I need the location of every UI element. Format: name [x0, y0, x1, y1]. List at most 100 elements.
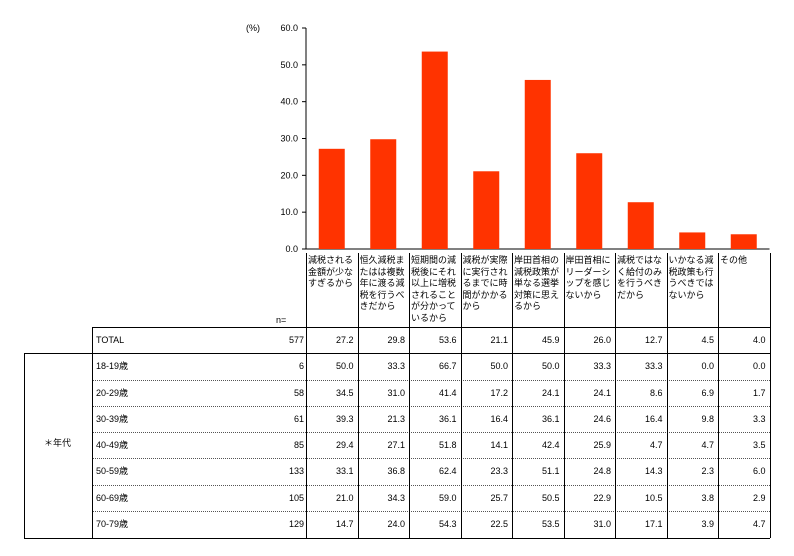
grid-line — [92, 327, 93, 538]
table-cell: 14.7 — [335, 519, 354, 529]
table-cell: 33.1 — [335, 466, 354, 476]
table-cell: 21.0 — [335, 493, 354, 503]
bar — [473, 171, 500, 249]
table-cell: 24.1 — [593, 388, 611, 398]
grid-line — [460, 327, 462, 538]
n-value: 577 — [288, 335, 304, 345]
bar — [730, 234, 757, 249]
row-label: 40-49歳 — [96, 440, 129, 450]
table-cell: 31.0 — [593, 519, 611, 529]
n-value: 58 — [293, 388, 304, 398]
grid-line — [306, 253, 307, 327]
table-cell: 24.8 — [593, 466, 611, 476]
grid-line — [718, 253, 719, 327]
table-cell: 21.1 — [490, 335, 508, 345]
table-cell: 0.0 — [752, 361, 766, 371]
category-header: その他 — [720, 255, 748, 265]
table-cell: 3.3 — [752, 414, 766, 424]
grid-line — [769, 327, 771, 538]
grid-line — [563, 327, 565, 538]
bar — [679, 232, 706, 249]
n-value: 105 — [288, 493, 304, 503]
table-cell: 12.7 — [644, 335, 663, 345]
grid-line — [512, 327, 513, 538]
table-cell: 31.0 — [387, 388, 405, 398]
category-header: 減税が実際に実行されるまでに時間がかかるから — [462, 255, 508, 311]
bar — [318, 148, 345, 249]
table-cell: 4.0 — [752, 335, 766, 345]
table-cell: 4.5 — [701, 335, 714, 345]
n-value: 6 — [298, 361, 304, 371]
category-header: 短期間の減税後にそれ以上に増税されることが分かっているから — [411, 255, 457, 323]
table-cell: 36.1 — [541, 414, 560, 424]
table-cell: 29.8 — [387, 335, 405, 345]
table-cell: 3.5 — [752, 440, 766, 450]
y-tick-label: 60.0 — [280, 23, 298, 33]
table-cell: 26.0 — [593, 335, 611, 345]
table-cell: 3.8 — [701, 493, 714, 503]
table-cell: 27.2 — [335, 335, 354, 345]
y-tick-label: 40.0 — [280, 97, 298, 107]
table-cell: 50.0 — [490, 361, 508, 371]
y-tick-label: 50.0 — [280, 60, 298, 70]
y-tick-label: 10.0 — [280, 207, 298, 217]
row-label: 70-79歳 — [96, 519, 129, 529]
table-cell: 29.4 — [335, 440, 354, 450]
grid-line — [92, 458, 770, 459]
grid-line — [563, 253, 565, 327]
n-header: n= — [276, 315, 287, 325]
row-label: 18-19歳 — [96, 361, 129, 371]
grid-line — [306, 327, 307, 538]
table-cell: 51.8 — [438, 440, 457, 450]
grid-line — [92, 485, 770, 486]
table-cell: 4.7 — [649, 440, 663, 450]
grid-line — [718, 327, 719, 538]
y-axis-unit-label: (%) — [246, 23, 260, 33]
table-cell: 22.5 — [490, 519, 508, 529]
bar — [627, 202, 654, 249]
table-cell: 41.4 — [438, 388, 457, 398]
category-header: 岸田首相の減税政策が単なる選挙対策に思えるから — [514, 255, 560, 311]
grid-line — [460, 253, 462, 327]
table-cell: 59.0 — [438, 493, 457, 503]
table-cell: 53.5 — [541, 519, 560, 529]
table-cell: 50.0 — [541, 361, 560, 371]
table-cell: 33.3 — [644, 361, 663, 371]
group-label: ＊年代 — [44, 438, 72, 448]
y-tick-label: 20.0 — [280, 170, 298, 180]
table-cell: 22.9 — [593, 493, 611, 503]
table-cell: 66.7 — [438, 361, 457, 371]
grid-line — [24, 353, 770, 354]
table-cell: 4.7 — [701, 440, 714, 450]
table-cell: 16.4 — [644, 414, 663, 424]
grid-line — [357, 253, 359, 327]
grid-line — [357, 327, 359, 538]
category-header: 岸田首相にリーダーシップを感じないから — [565, 255, 611, 300]
table-cell: 17.1 — [644, 519, 663, 529]
bar-chart: (%) 60.0 50.0 40.0 30.0 20.0 10.0 0.0 — [246, 23, 770, 254]
table-cell: 21.3 — [387, 414, 405, 424]
table-cell: 51.1 — [541, 466, 560, 476]
n-value: 133 — [288, 466, 304, 476]
table-cell: 42.4 — [541, 440, 560, 450]
table-cell: 9.8 — [701, 414, 714, 424]
table-cell: 36.1 — [438, 414, 457, 424]
grid-line — [409, 327, 410, 538]
n-value: 61 — [293, 414, 304, 424]
table-cell: 33.3 — [593, 361, 611, 371]
table-cell: 54.3 — [438, 519, 457, 529]
table-cell: 39.3 — [335, 414, 354, 424]
table-cell: 34.3 — [387, 493, 405, 503]
grid-line — [666, 253, 668, 327]
grid-line — [24, 538, 770, 539]
category-header: 恒久減税またはは複数年に渡る減税を行うべきだから — [359, 255, 405, 311]
n-value: 129 — [288, 519, 304, 529]
table-cell: 23.3 — [490, 466, 508, 476]
table-cell: 50.5 — [541, 493, 560, 503]
table-cell: 50.0 — [335, 361, 354, 371]
bar — [576, 153, 603, 249]
bar — [524, 79, 551, 249]
table-cell: 25.9 — [593, 440, 611, 450]
grid-line — [615, 253, 616, 327]
table-cell: 14.3 — [644, 466, 663, 476]
